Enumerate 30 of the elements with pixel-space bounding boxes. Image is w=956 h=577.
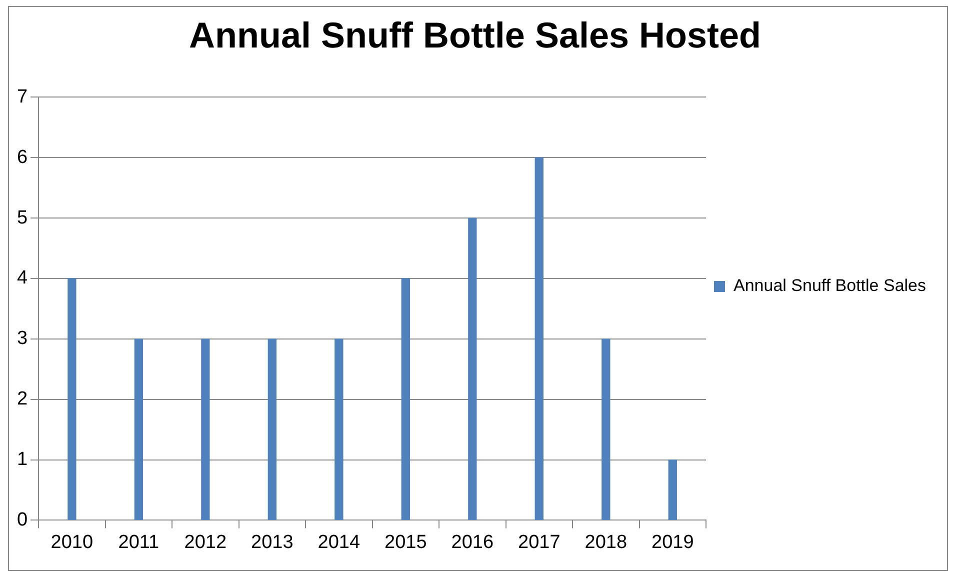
x-tick-label: 2017	[518, 532, 560, 553]
x-tick-label: 2018	[584, 532, 628, 553]
x-tick-label: 2012	[184, 532, 227, 553]
x-tick-label: 2014	[318, 532, 360, 553]
y-tick-label: 4	[16, 268, 28, 289]
bar	[534, 157, 544, 520]
y-tick-label: 5	[16, 207, 28, 228]
y-tick-label: 7	[16, 86, 28, 108]
bar	[134, 338, 144, 520]
y-tick-label: 1	[16, 449, 28, 470]
y-tick-label: 0	[16, 509, 28, 530]
bar	[334, 338, 344, 520]
x-tick-label: 2011	[118, 532, 160, 553]
x-tick-label: 2015	[384, 532, 427, 553]
bar	[602, 338, 610, 520]
bar	[68, 278, 76, 520]
legend-label: Annual Snuff Bottle Sales	[734, 276, 926, 296]
x-tick-label: 2016	[451, 532, 494, 553]
bar	[201, 338, 210, 520]
bar	[668, 459, 677, 520]
bar	[468, 218, 477, 520]
y-tick-label: 2	[16, 388, 28, 410]
bar	[401, 278, 410, 520]
y-tick-label: 3	[16, 328, 28, 350]
y-tick-label: 6	[16, 146, 28, 168]
x-tick-label: 2010	[50, 532, 94, 553]
x-tick-label: 2019	[652, 532, 694, 553]
bar	[268, 338, 277, 520]
chart-title: Annual Snuff Bottle Sales Hosted	[188, 14, 762, 56]
x-tick-label: 2013	[251, 532, 294, 553]
